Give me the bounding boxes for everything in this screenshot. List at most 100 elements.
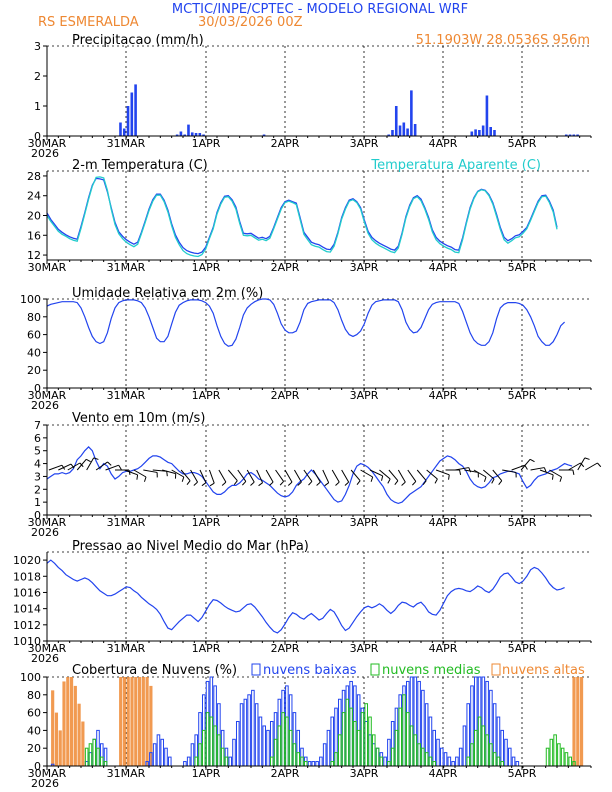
- x-tick-label: 2APR: [271, 261, 300, 274]
- medium-cloud-bar: [205, 712, 210, 767]
- precip-bar: [126, 106, 130, 136]
- wind-barb: [265, 469, 274, 483]
- low-cloud-bar: [330, 716, 335, 767]
- x-tick-label: 30MAR: [28, 261, 67, 274]
- y-tick-label: 2: [34, 70, 41, 83]
- wind-barb-flag: [524, 464, 528, 470]
- wind-barb-flag: [572, 469, 575, 475]
- wind-barb-flag: [597, 462, 602, 468]
- x-tick-label: 4APR: [429, 261, 458, 274]
- medium-cloud-bar: [99, 756, 104, 767]
- wind-barb-flag: [401, 481, 406, 486]
- wind-barb: [67, 462, 81, 471]
- temperature-panel: 2-m Temperatura (C) Temperatura Aparente…: [27, 158, 592, 274]
- wind-barb-flag: [287, 481, 293, 486]
- medium-cloud-bar: [345, 698, 350, 767]
- wind-barb: [105, 464, 119, 471]
- low-cloud-bar: [458, 747, 463, 767]
- medium-cloud-bar: [103, 761, 108, 767]
- wind-barb: [388, 469, 399, 482]
- legend-swatch-high: [491, 663, 501, 676]
- x-tick-label: 2APR: [271, 389, 300, 402]
- wind-barb: [180, 469, 191, 482]
- x-tick-label: 1APR: [192, 389, 221, 402]
- medium-cloud-bar: [273, 738, 278, 767]
- wind-barb: [539, 469, 554, 476]
- low-cloud-bar: [447, 756, 452, 767]
- medium-cloud-bar: [375, 747, 380, 767]
- x-tick-label: 5APR: [508, 767, 537, 780]
- x-tick-label: 4APR: [429, 516, 458, 529]
- medium-cloud-bar: [481, 725, 486, 767]
- x-tick-label: 31MAR: [107, 516, 146, 529]
- low-cloud-bar: [235, 721, 240, 767]
- medium-cloud-bar: [496, 756, 501, 767]
- x-tick-label: 5APR: [508, 642, 537, 655]
- wind-barb-flag: [128, 469, 131, 475]
- wind-barb: [190, 469, 198, 483]
- precip-bar: [387, 134, 390, 136]
- wind-barb-flag: [279, 481, 284, 486]
- wind-barb: [577, 457, 586, 471]
- y-tick-label: 0: [34, 509, 41, 522]
- precip-bar: [406, 128, 409, 136]
- medium-cloud-bar: [330, 761, 335, 767]
- low-cloud-bar: [247, 694, 251, 767]
- y-tick-label: 1: [34, 496, 41, 509]
- x-tick-label: 5APR: [508, 389, 537, 402]
- wind-barb: [549, 469, 562, 478]
- medium-cloud-bar: [409, 725, 414, 767]
- medium-cloud-bar: [364, 703, 369, 767]
- high-cloud-bar: [73, 685, 77, 766]
- precip-bar: [187, 124, 190, 136]
- low-cloud-bar: [326, 729, 331, 767]
- high-cloud-bar: [54, 712, 59, 766]
- legend-low-clouds: nuvens baixas: [263, 663, 357, 678]
- medium-cloud-bar: [356, 729, 361, 767]
- wind-barb: [124, 469, 138, 476]
- high-cloud-bar: [579, 677, 584, 766]
- medium-cloud-bar: [292, 743, 297, 767]
- wind-barb-flag: [584, 457, 590, 460]
- wind-barb: [502, 469, 517, 473]
- medium-cloud-bar: [281, 712, 285, 767]
- x-tick-label: 1APR: [192, 767, 221, 780]
- y-tick-label: 80: [27, 689, 41, 702]
- wind-barb-flag: [529, 458, 535, 463]
- wind-barb: [294, 469, 302, 483]
- medium-cloud-bar: [288, 729, 293, 767]
- medium-cloud-bar: [368, 716, 372, 767]
- medium-cloud-bar: [194, 756, 199, 767]
- y-tick-label: 24: [27, 190, 41, 203]
- x-tick-label: 4APR: [429, 642, 458, 655]
- low-cloud-bar: [167, 756, 172, 767]
- wind-barb-flag: [181, 476, 185, 482]
- low-cloud-bar: [152, 743, 157, 767]
- medium-cloud-bar: [557, 743, 561, 767]
- high-cloud-bar: [149, 685, 153, 766]
- wind-barb: [397, 469, 406, 483]
- y-tick-label: 60: [27, 707, 41, 720]
- medium-cloud-bar: [424, 752, 429, 767]
- low-cloud-bar: [190, 743, 195, 767]
- humidity-panel: Umidade Relativa em 2m (%) 0 20 40 60 80 100 3…: [20, 286, 592, 412]
- wind-barb: [585, 462, 598, 471]
- y-tick-label: 0: [34, 382, 41, 395]
- low-cloud-bar: [228, 756, 233, 767]
- wind-barb: [520, 458, 531, 471]
- wind-barb: [379, 469, 391, 480]
- wind-barb-flag: [559, 476, 563, 482]
- wind-barb-flag: [186, 480, 191, 485]
- y-tick-label: 20: [27, 364, 41, 377]
- low-cloud-bar: [183, 761, 187, 767]
- high-cloud-bar: [77, 703, 81, 766]
- medium-cloud-bar: [553, 734, 557, 767]
- high-cloud-bar: [141, 677, 145, 766]
- pressure-panel: Pressao ao Nivel Medio do Mar (hPa) 1010…: [13, 539, 592, 665]
- precip-bar: [394, 106, 398, 136]
- precip-bar: [130, 92, 134, 136]
- x-tick-label: 31MAR: [107, 137, 146, 150]
- low-cloud-bar: [462, 725, 467, 767]
- medium-cloud-bar: [84, 747, 89, 767]
- medium-cloud-bar: [568, 756, 573, 767]
